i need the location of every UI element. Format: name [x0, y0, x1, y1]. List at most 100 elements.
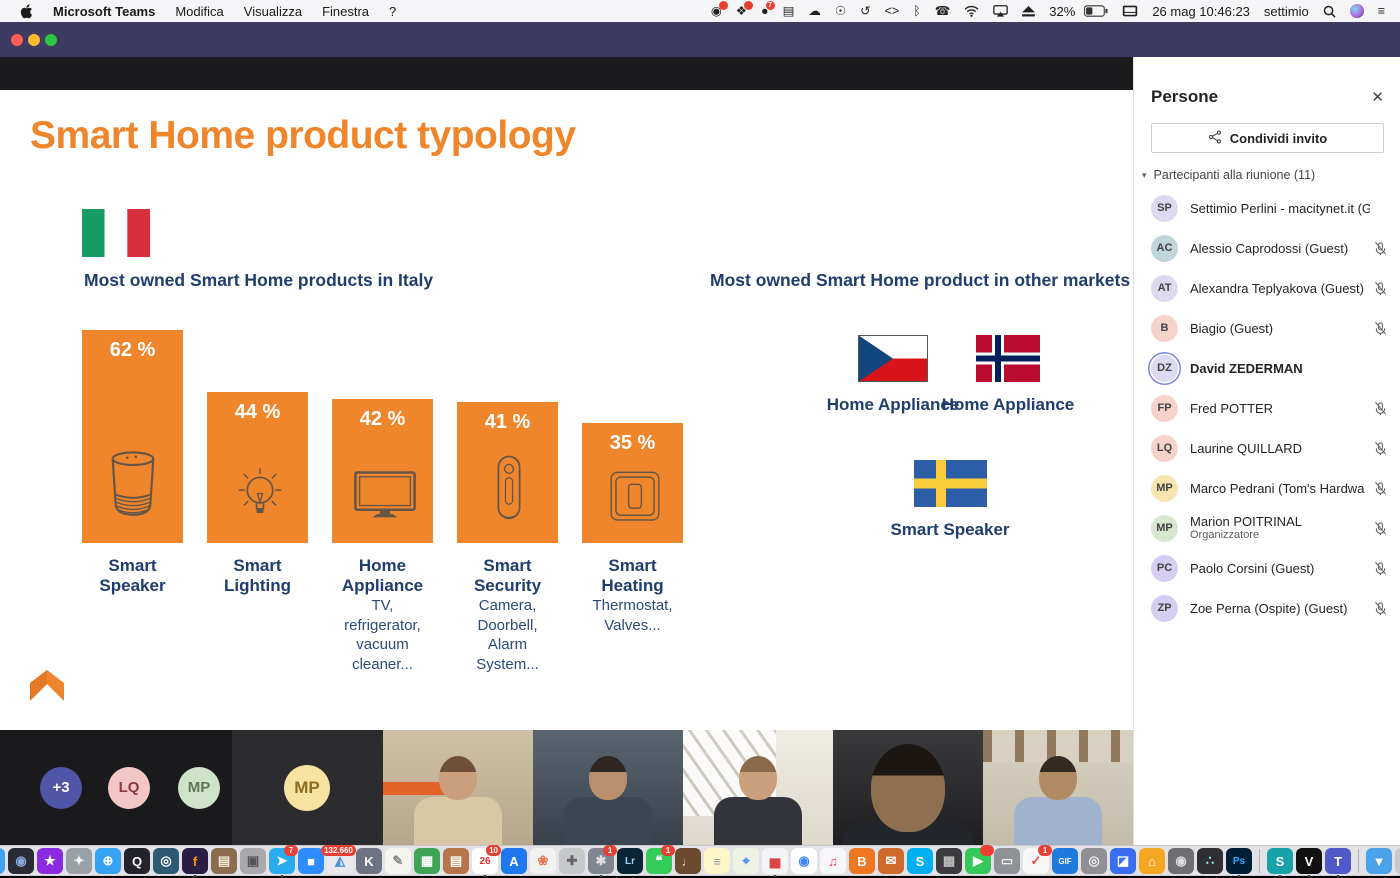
dock-keynote-icon[interactable]: K: [356, 848, 382, 874]
participant-row[interactable]: MP Marco Pedrani (Tom's Hardwa: [1134, 468, 1400, 508]
dock-image-capture-icon[interactable]: ▣: [240, 848, 266, 874]
dock-quicktime-icon[interactable]: Q: [124, 848, 150, 874]
dock-reminders-icon[interactable]: ✓ 1: [1023, 845, 1052, 874]
dock-v-app-icon[interactable]: V: [1296, 848, 1322, 878]
dock-skype-icon[interactable]: S: [907, 848, 933, 874]
participants-section-header[interactable]: ▾ Partecipanti alla riunione (11): [1134, 153, 1400, 188]
dock-chrome-icon[interactable]: ◉: [791, 848, 817, 874]
participant-row[interactable]: DZ David ZEDERMAN: [1134, 348, 1400, 388]
participant-row[interactable]: AC Alessio Caprodossi (Guest): [1134, 228, 1400, 268]
spotlight-tile[interactable]: MP: [232, 730, 383, 845]
dock-home-app-icon[interactable]: ⌂: [1139, 848, 1165, 874]
participant-row[interactable]: FP Fred POTTER: [1134, 388, 1400, 428]
hidden-participant-avatar[interactable]: +3: [40, 766, 82, 809]
participant-video-4[interactable]: [833, 730, 983, 845]
participant-row[interactable]: AT Alexandra Teplyakova (Guest): [1134, 268, 1400, 308]
developer-icon[interactable]: <>: [884, 4, 900, 18]
dock-imovie-icon[interactable]: ★: [37, 848, 63, 874]
dock-creative-tools-icon[interactable]: ✚: [559, 848, 585, 874]
dock-mail-photo-icon[interactable]: ✉: [878, 848, 904, 874]
siri-icon[interactable]: [1343, 4, 1371, 18]
menu-item-modifica[interactable]: Modifica: [175, 3, 224, 19]
participant-video-3[interactable]: [683, 730, 833, 845]
hidden-participant-avatar[interactable]: MP: [178, 766, 220, 809]
participant-video-2[interactable]: [533, 730, 683, 845]
dock-maps-icon[interactable]: ⌖: [733, 848, 759, 874]
dock-dvd-player-icon[interactable]: ◉: [1168, 848, 1194, 874]
extensions-icon[interactable]: ❖: [729, 0, 754, 22]
bricks-icon[interactable]: ▤: [782, 4, 795, 18]
fast-user-switch[interactable]: settimio: [1263, 3, 1309, 19]
dock-photos-library-icon[interactable]: ◭ 132.660: [321, 845, 356, 874]
hidden-participant-avatar[interactable]: LQ: [108, 766, 150, 809]
accessibility-icon[interactable]: ☉: [834, 4, 847, 18]
dock-telegram-icon[interactable]: ➤ 7: [269, 845, 298, 878]
zoom-window-button[interactable]: [45, 34, 57, 46]
participant-row[interactable]: B Biagio (Guest): [1134, 308, 1400, 348]
active-app-name[interactable]: Microsoft Teams: [53, 3, 156, 19]
dock-gif-brewery-icon[interactable]: GIF: [1052, 848, 1078, 874]
dock-numbers-icon[interactable]: ▦: [414, 848, 440, 874]
dock-firefox-icon[interactable]: f: [182, 848, 208, 878]
dock-notes-icon[interactable]: ≡: [704, 848, 730, 874]
dock-calendar-icon[interactable]: 26 10: [472, 845, 501, 878]
dock-photo-booth-icon[interactable]: ◎: [153, 848, 179, 874]
participant-row[interactable]: ZP Zoe Perna (Ospite) (Guest): [1134, 588, 1400, 628]
time-machine-icon[interactable]: ↺: [860, 4, 871, 18]
airplay-display-icon[interactable]: [986, 5, 1015, 17]
participant-video-1[interactable]: [383, 730, 533, 845]
dock-app-store-icon[interactable]: A: [501, 848, 527, 874]
dock-finder-icon[interactable]: ☺: [0, 848, 5, 874]
dock-facetime-icon[interactable]: ▶: [965, 845, 994, 874]
dock-lightroom-icon[interactable]: Lr: [617, 848, 643, 874]
dock-books-icon[interactable]: B: [849, 848, 875, 874]
phone-icon[interactable]: ☎: [934, 4, 951, 18]
wifi-icon[interactable]: [957, 5, 986, 17]
keyboard-input-icon[interactable]: [1115, 5, 1145, 17]
menu-item-finestra[interactable]: Finestra: [322, 3, 370, 19]
dock-textedit-icon[interactable]: ✎: [385, 848, 411, 874]
dock-teams-icon[interactable]: T: [1325, 848, 1351, 878]
updates-icon[interactable]: ● 7: [754, 0, 776, 22]
dock-photoshop-icon[interactable]: Ps: [1226, 848, 1252, 878]
dock-photos-icon[interactable]: ❀: [530, 848, 556, 874]
dock-photo-stack-icon[interactable]: ▤: [443, 848, 469, 874]
spotlight-search-icon[interactable]: [1316, 5, 1343, 18]
participant-row[interactable]: MP Marion POITRINAL Organizzatore: [1134, 508, 1400, 548]
dock-pro-app-icon[interactable]: ▩: [936, 848, 962, 874]
eject-icon[interactable]: [1015, 5, 1042, 17]
menu-bar-clock[interactable]: 26 mag 10:46:23: [1152, 3, 1250, 19]
dock-trash-icon[interactable]: ▯: [1395, 848, 1400, 874]
window-titlebar[interactable]: [0, 22, 1400, 57]
dock-sphere-app-icon[interactable]: ∴: [1197, 848, 1223, 874]
cloud-upload-icon[interactable]: ☁: [808, 4, 821, 18]
share-invite-button[interactable]: Condividi invito: [1151, 123, 1384, 153]
dock-surfshark-icon[interactable]: S: [1267, 848, 1293, 878]
dock-screenshot-tool-icon[interactable]: ◎: [1081, 848, 1107, 874]
dock-downloads-folder-icon[interactable]: ▼: [1366, 848, 1392, 874]
dock-safari-icon[interactable]: ⊕: [95, 848, 121, 874]
dock-contacts-icon[interactable]: ▤: [211, 848, 237, 874]
dock-zoom-icon[interactable]: ■: [298, 848, 324, 874]
close-window-button[interactable]: [11, 34, 23, 46]
dock-system-preferences-icon[interactable]: ✱ 1: [588, 845, 617, 878]
bluetooth-icon[interactable]: ᛒ: [913, 4, 921, 18]
participant-row[interactable]: SP Settimio Perlini - macitynet.it (Gues…: [1134, 188, 1400, 228]
screen-recording-icon[interactable]: ◉: [704, 0, 729, 22]
dock-messages-icon[interactable]: ❝ 1: [646, 845, 675, 874]
dock-eraser-app-icon[interactable]: ◪: [1110, 848, 1136, 874]
menu-item-visualizza[interactable]: Visualizza: [243, 3, 303, 19]
apple-menu-icon[interactable]: [10, 3, 43, 19]
notification-center-icon[interactable]: ≡: [1377, 4, 1385, 18]
dock-stocks-icon[interactable]: ▅: [762, 848, 788, 878]
dock-garageband-icon[interactable]: ♩: [675, 848, 701, 874]
dock-siri-icon[interactable]: ◉: [8, 848, 34, 874]
participant-row[interactable]: PC Paolo Corsini (Guest): [1134, 548, 1400, 588]
close-panel-icon[interactable]: ✕: [1371, 89, 1384, 106]
menu-item-help[interactable]: ?: [389, 3, 397, 19]
dock-music-icon[interactable]: ♫: [820, 848, 846, 874]
dock-launchpad-icon[interactable]: ✦: [66, 848, 92, 874]
minimize-window-button[interactable]: [28, 34, 40, 46]
participant-row[interactable]: LQ Laurine QUILLARD: [1134, 428, 1400, 468]
dock-display-app-icon[interactable]: ▭: [994, 848, 1020, 874]
